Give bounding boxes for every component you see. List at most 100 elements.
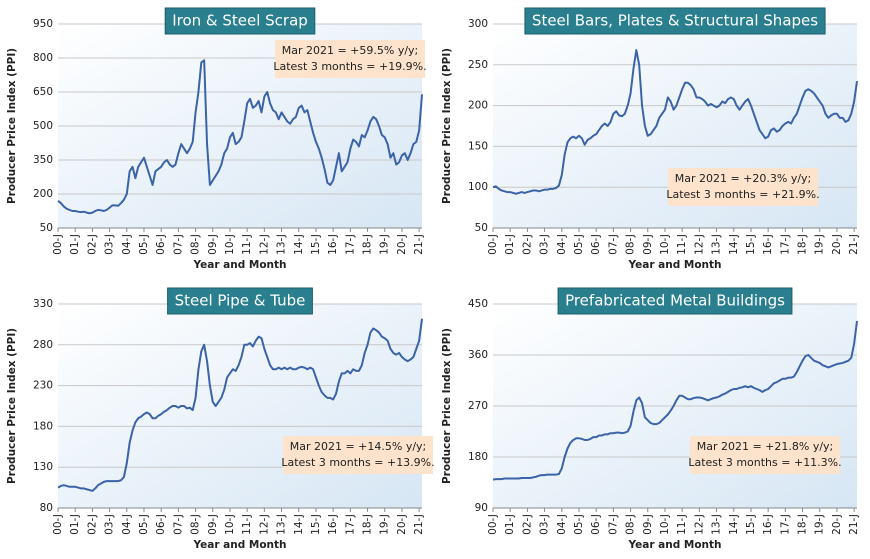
x-tick-label: 16-J xyxy=(762,514,774,535)
x-tick-label: 14-J xyxy=(728,234,740,255)
y-tick-label: 180 xyxy=(468,451,488,463)
y-tick-label: 650 xyxy=(33,86,53,98)
x-tick-label: 05-J xyxy=(573,234,585,255)
title-group: Iron & Steel Scrap xyxy=(164,7,316,35)
x-axis-title: Year and Month xyxy=(627,259,721,271)
x-tick-label: 04-J xyxy=(121,234,133,255)
x-tick-label: 13-J xyxy=(711,234,723,255)
y-tick-label: 80 xyxy=(40,502,53,514)
x-tick-label: 02-J xyxy=(86,234,98,255)
chart-title: Steel Pipe & Tube xyxy=(175,292,306,310)
data-line xyxy=(492,49,858,195)
x-tick-label: 07-J xyxy=(607,234,619,255)
y-tick-label: 350 xyxy=(33,154,53,166)
x-tick-label: 02-J xyxy=(521,514,533,535)
x-tick-label: 14-J xyxy=(293,234,305,255)
x-tick-label: 01-J xyxy=(504,514,516,535)
x-tick-label: 01-J xyxy=(504,234,516,255)
x-tick-label: 03-J xyxy=(539,514,551,535)
x-axis-title: Year and Month xyxy=(627,539,721,551)
x-tick-label: 17-J xyxy=(779,514,791,535)
x-tick-label: 06-J xyxy=(590,514,602,535)
x-tick-label: 12-J xyxy=(258,234,270,255)
x-tick-label: 06-J xyxy=(155,514,167,535)
x-tick-label: 07-J xyxy=(172,514,184,535)
x-tick-label: 18-J xyxy=(362,514,374,535)
x-tick-label: 19-J xyxy=(814,234,826,255)
x-tick-label: 18-J xyxy=(797,514,809,535)
y-tick-label: 800 xyxy=(33,52,53,64)
x-tick-label: 06-J xyxy=(155,234,167,255)
y-tick-label: 100 xyxy=(468,181,488,193)
data-line xyxy=(57,318,423,492)
x-tick-label: 09-J xyxy=(207,514,219,535)
y-tick-label: 130 xyxy=(33,461,53,473)
x-tick-label: 09-J xyxy=(642,514,654,535)
x-tick-label: 03-J xyxy=(104,514,116,535)
x-tick-label: 17-J xyxy=(779,234,791,255)
annotation: Mar 2021 = +20.3% y/y; Latest 3 months = … xyxy=(666,168,820,206)
x-tick-label: 01-J xyxy=(69,514,81,535)
x-tick-label: 19-J xyxy=(814,514,826,535)
x-tick-label: 03-J xyxy=(539,234,551,255)
x-tick-label: 13-J xyxy=(711,514,723,535)
x-tick-label: 02-J xyxy=(521,234,533,255)
x-tick-label: 08-J xyxy=(625,514,637,535)
y-tick-label: 250 xyxy=(468,59,488,71)
x-tick-label: 12-J xyxy=(693,234,705,255)
x-tick-label: 10-J xyxy=(659,514,671,535)
x-tick-label: 14-J xyxy=(293,514,305,535)
x-tick-label: 16-J xyxy=(762,234,774,255)
x-tick-label: 15-J xyxy=(745,234,757,255)
x-tick-label: 19-J xyxy=(379,514,391,535)
title-box xyxy=(167,287,313,315)
x-tick-label: 03-J xyxy=(104,234,116,255)
y-tick-label: 450 xyxy=(468,298,488,310)
x-tick-label: 17-J xyxy=(344,514,356,535)
x-tick-label: 17-J xyxy=(344,234,356,255)
x-tick-label: 01-J xyxy=(69,234,81,255)
x-tick-label: 08-J xyxy=(625,234,637,255)
y-tick-label: 200 xyxy=(33,188,53,200)
plot-area xyxy=(58,304,422,508)
annotation-box xyxy=(275,40,425,78)
x-tick-label: 18-J xyxy=(362,234,374,255)
x-tick-label: 13-J xyxy=(276,514,288,535)
x-tick-label: 10-J xyxy=(224,234,236,255)
x-tick-label: 11-J xyxy=(241,514,253,535)
y-tick-label: 50 xyxy=(475,222,488,234)
annotation-box xyxy=(283,436,433,474)
x-tick-label: 06-J xyxy=(590,234,602,255)
x-tick-label: 16-J xyxy=(327,234,339,255)
x-tick-label: 04-J xyxy=(121,514,133,535)
x-tick-label: 15-J xyxy=(310,514,322,535)
x-tick-label: 20-J xyxy=(831,514,843,535)
chart-title: Iron & Steel Scrap xyxy=(172,12,308,30)
x-tick-label: 00-J xyxy=(52,514,64,535)
y-tick-label: 90 xyxy=(475,502,488,514)
x-axis-title: Year and Month xyxy=(192,259,286,271)
x-tick-label: 09-J xyxy=(207,234,219,255)
y-axis-title: Producer Price Index (PPI) xyxy=(441,48,453,204)
y-tick-label: 230 xyxy=(33,380,53,392)
annotation-text: Mar 2021 = +14.5% y/y; xyxy=(290,440,427,453)
x-tick-label: 15-J xyxy=(745,514,757,535)
x-tick-label: 21-J xyxy=(848,514,860,535)
annotation: Mar 2021 = +21.8% y/y; Latest 3 months = … xyxy=(688,436,842,474)
data-line xyxy=(492,320,858,481)
x-axis-title: Year and Month xyxy=(192,539,286,551)
x-tick-label: 05-J xyxy=(138,514,150,535)
x-tick-label: 09-J xyxy=(642,234,654,255)
y-tick-label: 180 xyxy=(33,420,53,432)
y-axis-title: Producer Price Index (PPI) xyxy=(441,328,453,484)
x-tick-label: 21-J xyxy=(848,234,860,255)
x-tick-label: 11-J xyxy=(241,234,253,255)
x-tick-label: 05-J xyxy=(573,514,585,535)
x-tick-label: 04-J xyxy=(556,514,568,535)
x-tick-label: 12-J xyxy=(693,514,705,535)
annotation-text: Mar 2021 = +59.5% y/y; xyxy=(282,44,419,57)
annotation-box xyxy=(668,168,818,206)
annotation: Mar 2021 = +14.5% y/y; Latest 3 months = … xyxy=(281,436,435,474)
title-box xyxy=(524,7,826,35)
